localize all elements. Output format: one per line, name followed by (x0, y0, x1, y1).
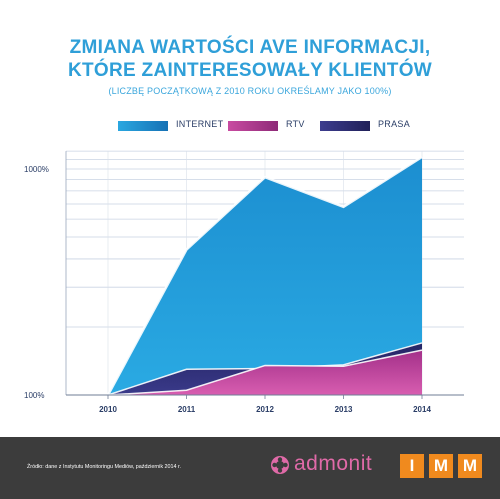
imm-letter-3: M (458, 454, 482, 478)
area-internet-point (186, 249, 188, 251)
x-tick-label: 2011 (178, 405, 196, 414)
area-internet-line (106, 155, 423, 396)
area-internet-point (421, 156, 423, 158)
area-internet (108, 157, 422, 395)
admonit-flower-icon (271, 456, 289, 474)
x-tick-label: 2012 (256, 405, 274, 414)
y-tick-labels: 1000% 100% (24, 165, 49, 400)
legend-label-rtv: RTV (286, 119, 305, 129)
legend: INTERNET RTV PRASA (0, 118, 500, 134)
imm-letter-2: M (429, 454, 453, 478)
legend-swatch-internet (118, 121, 168, 131)
area-prasa-point (186, 368, 188, 370)
imm-letter-1: I (400, 454, 424, 478)
imm-logo: I M M (400, 454, 482, 478)
legend-swatch-rtv (228, 121, 278, 131)
axes (65, 151, 464, 399)
area-rtv-line (107, 349, 423, 396)
x-tick-label: 2010 (99, 405, 117, 414)
admonit-wordmark: admonit (294, 452, 373, 475)
area-prasa-point (421, 342, 423, 344)
y-tick-label: 1000% (24, 165, 49, 174)
series-areas (106, 155, 423, 396)
area-chart: 2010 2011 2012 2013 2014 1000% 100% (24, 150, 464, 414)
x-tick-label: 2013 (335, 405, 353, 414)
x-tick-label: 2014 (413, 405, 431, 414)
area-rtv-point (421, 349, 423, 351)
legend-swatch-prasa (320, 121, 370, 131)
area-rtv-point (186, 389, 188, 391)
x-tick-labels: 2010 2011 2012 2013 2014 (99, 405, 431, 414)
chart-title: ZMIANA WARTOŚCI AVE INFORMACJI, KTÓRE ZA… (0, 36, 500, 82)
chart-title-line-2: KTÓRE ZAINTERESOWAŁY KLIENTÓW (67, 60, 433, 81)
y-tick-label: 100% (24, 391, 44, 400)
area-internet-point (264, 176, 266, 178)
legend-label-internet: INTERNET (176, 119, 224, 129)
source-note: Źródło: dane z Instytutu Monitoringu Med… (27, 464, 182, 470)
area-rtv-point (343, 365, 345, 367)
footer: Źródło: dane z Instytutu Monitoringu Med… (0, 437, 500, 499)
area-rtv (108, 350, 422, 395)
chart-title-line-1: ZMIANA WARTOŚCI AVE INFORMACJI, (69, 37, 431, 58)
area-rtv-point (264, 365, 266, 367)
area-internet-point (343, 206, 345, 208)
chart-subtitle: (LICZBĘ POCZĄTKOWĄ Z 2010 ROKU OKREŚLAMY… (108, 86, 392, 96)
legend-label-prasa: PRASA (378, 119, 411, 129)
